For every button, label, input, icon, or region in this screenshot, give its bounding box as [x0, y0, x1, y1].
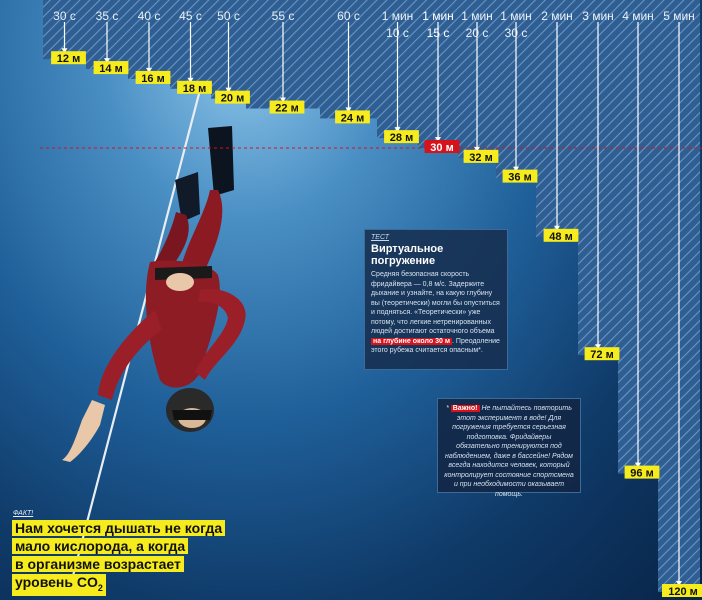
- category-label: 1 мин: [461, 9, 493, 23]
- value-labels-layer: 12 м 14 м 16 м 18 м 20 м 22 м 24 м 28 м 30 м 32 м…: [51, 51, 702, 598]
- value-label-bg: [384, 130, 419, 144]
- value-label-bg: [269, 100, 305, 114]
- value-label: 36 м: [508, 172, 531, 184]
- category-labels-layer: 30 с 35 с 40 с 45 с 50 с 55 с 60 с 1 мин 10 с 1 м…: [53, 9, 695, 40]
- value-label: 30 м: [430, 142, 453, 154]
- diver-arm: [98, 310, 162, 400]
- value-label-bg: [335, 110, 370, 124]
- value-label: 72 м: [590, 349, 613, 361]
- fact-tag: ФАКТ!: [13, 510, 34, 517]
- value-label-bg: [135, 70, 171, 84]
- category-label: 55 с: [272, 9, 295, 23]
- category-label: 50 с: [217, 9, 240, 23]
- drop-arrow: [676, 581, 682, 586]
- category-label: 35 с: [96, 9, 119, 23]
- drop-arrow: [225, 87, 232, 93]
- category-label: 40 с: [138, 9, 161, 23]
- drop-arrow: [280, 97, 286, 103]
- diver-hand: [166, 273, 194, 291]
- test-box: ТЕСТ Виртуальное погружение Средняя безо…: [364, 229, 508, 370]
- category-label: 4 мин: [622, 9, 654, 23]
- category-label: 5 мин: [663, 9, 695, 23]
- value-label-bg: [543, 228, 579, 242]
- drop-arrow: [187, 77, 194, 83]
- value-label: 20 м: [221, 93, 244, 105]
- fact-line: Нам хочется дышать не когда: [12, 520, 226, 536]
- fact-subscript: 2: [97, 582, 103, 593]
- drop-arrow: [345, 107, 352, 113]
- category-label: 1 мин: [500, 9, 532, 23]
- category-label: 60 с: [337, 9, 360, 23]
- drop-lines-layer: [61, 22, 682, 586]
- value-label-bg: [424, 140, 460, 153]
- drop-arrow: [513, 166, 519, 172]
- category-label: 1 мин: [422, 9, 454, 23]
- test-body: Средняя безопасная скорость фридайвера —…: [371, 270, 501, 356]
- fact-line-co2: уровень CO2: [12, 574, 106, 596]
- value-label: 16 м: [141, 73, 164, 85]
- diver-arm: [195, 289, 246, 380]
- drop-arrow: [61, 48, 68, 54]
- category-label: 1 мин: [382, 9, 414, 23]
- diver-mask: [172, 410, 212, 420]
- category-label: 30 с: [53, 9, 76, 23]
- test-body-text: Средняя безопасная скорость фридайвера —…: [371, 271, 500, 335]
- value-label-bg: [624, 465, 660, 479]
- diver-leg: [180, 190, 223, 272]
- drop-arrow: [146, 67, 152, 73]
- warning-box: * Важно! Не пытайтесь повторить этот экс…: [437, 398, 581, 498]
- value-label: 24 м: [341, 112, 364, 124]
- value-label-bg: [502, 169, 538, 183]
- value-label-bg: [93, 61, 129, 75]
- fact-box: Нам хочется дышать не когда мало кислоро…: [12, 520, 282, 597]
- fact-line: в организме возрастает: [12, 556, 184, 572]
- drop-arrow: [435, 137, 441, 142]
- value-label: 18 м: [183, 83, 206, 95]
- category-label: 45 с: [179, 9, 202, 23]
- value-label: 12 м: [57, 53, 80, 65]
- diver-leg: [155, 212, 189, 270]
- value-label-bg: [584, 347, 620, 361]
- category-label: 20 с: [466, 26, 489, 40]
- value-label: 48 м: [549, 231, 572, 243]
- drop-arrow: [554, 225, 560, 231]
- test-tag: ТЕСТ: [371, 234, 390, 241]
- drop-arrow: [394, 127, 401, 133]
- warning-highlight: Важно!: [450, 405, 480, 412]
- drop-arrow: [635, 462, 641, 468]
- drop-arrow: [474, 146, 480, 152]
- category-label: 30 с: [505, 26, 528, 40]
- category-label: 3 мин: [582, 9, 614, 23]
- warning-asterisk: *: [446, 405, 449, 412]
- value-label: 120 м: [668, 586, 698, 598]
- category-label: 10 с: [386, 26, 409, 40]
- category-label: 2 мин: [541, 9, 573, 23]
- fin: [208, 126, 234, 196]
- warning-text: Не пытайтесь повторить этот эксперимент …: [444, 405, 574, 498]
- value-label-bg: [215, 90, 250, 104]
- value-label-bg: [662, 584, 702, 597]
- test-body-end: . Преодоление этого рубежа считается опа…: [371, 337, 500, 355]
- value-label-bg: [51, 51, 86, 65]
- drop-arrow: [104, 58, 110, 64]
- fact-line: мало кислорода, а когда: [12, 538, 189, 554]
- value-label: 22 м: [275, 103, 298, 115]
- test-highlight: на глубине около 30 м: [371, 337, 453, 345]
- value-label: 32 м: [469, 152, 492, 164]
- diver-hand: [62, 400, 105, 462]
- test-title: Виртуальное погружение: [371, 243, 444, 267]
- fin: [175, 172, 200, 222]
- drop-arrow: [595, 344, 601, 350]
- value-label: 28 м: [390, 132, 413, 144]
- category-label: 15 с: [427, 26, 450, 40]
- value-label: 14 м: [99, 63, 122, 75]
- value-label: 96 м: [630, 468, 653, 480]
- value-label-bg: [463, 149, 499, 163]
- fact-line-4: уровень CO: [15, 574, 98, 590]
- value-label-bg: [177, 80, 212, 94]
